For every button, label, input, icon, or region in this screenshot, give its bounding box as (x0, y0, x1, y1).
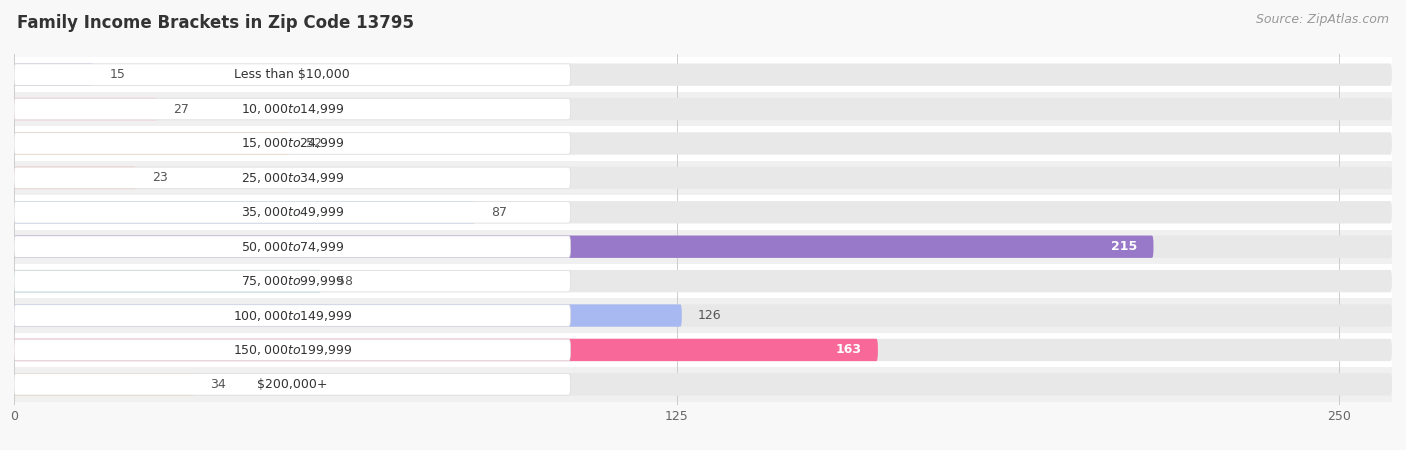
Text: 87: 87 (491, 206, 508, 219)
FancyBboxPatch shape (14, 167, 571, 189)
Text: 15: 15 (110, 68, 125, 81)
Text: 126: 126 (697, 309, 721, 322)
FancyBboxPatch shape (14, 374, 571, 395)
FancyBboxPatch shape (14, 133, 571, 154)
Text: $50,000 to $74,999: $50,000 to $74,999 (240, 240, 344, 254)
FancyBboxPatch shape (14, 63, 1392, 86)
FancyBboxPatch shape (14, 92, 1392, 126)
FancyBboxPatch shape (14, 201, 475, 224)
FancyBboxPatch shape (14, 339, 1392, 361)
Text: $10,000 to $14,999: $10,000 to $14,999 (240, 102, 344, 116)
Text: $200,000+: $200,000+ (257, 378, 328, 391)
FancyBboxPatch shape (14, 270, 571, 292)
Text: 58: 58 (337, 274, 353, 288)
FancyBboxPatch shape (14, 235, 1153, 258)
FancyBboxPatch shape (14, 132, 1392, 155)
FancyBboxPatch shape (14, 166, 136, 189)
FancyBboxPatch shape (14, 305, 571, 326)
FancyBboxPatch shape (14, 63, 94, 86)
FancyBboxPatch shape (14, 201, 1392, 224)
FancyBboxPatch shape (14, 98, 571, 120)
FancyBboxPatch shape (14, 195, 1392, 230)
FancyBboxPatch shape (14, 304, 682, 327)
Text: $75,000 to $99,999: $75,000 to $99,999 (240, 274, 344, 288)
FancyBboxPatch shape (14, 339, 877, 361)
Text: Source: ZipAtlas.com: Source: ZipAtlas.com (1256, 14, 1389, 27)
FancyBboxPatch shape (14, 367, 1392, 401)
Text: Family Income Brackets in Zip Code 13795: Family Income Brackets in Zip Code 13795 (17, 14, 413, 32)
FancyBboxPatch shape (14, 339, 571, 361)
FancyBboxPatch shape (14, 64, 571, 86)
FancyBboxPatch shape (14, 270, 1392, 292)
Text: $100,000 to $149,999: $100,000 to $149,999 (232, 309, 352, 323)
Text: 34: 34 (209, 378, 226, 391)
FancyBboxPatch shape (14, 333, 1392, 367)
FancyBboxPatch shape (14, 98, 1392, 120)
Text: 23: 23 (152, 171, 167, 184)
FancyBboxPatch shape (14, 126, 1392, 161)
FancyBboxPatch shape (14, 235, 1392, 258)
FancyBboxPatch shape (14, 236, 571, 257)
Text: 215: 215 (1111, 240, 1137, 253)
FancyBboxPatch shape (14, 373, 194, 396)
Text: Less than $10,000: Less than $10,000 (235, 68, 350, 81)
FancyBboxPatch shape (14, 298, 1392, 333)
Text: $15,000 to $24,999: $15,000 to $24,999 (240, 136, 344, 150)
Text: 52: 52 (305, 137, 322, 150)
FancyBboxPatch shape (14, 202, 571, 223)
FancyBboxPatch shape (14, 304, 1392, 327)
Text: $150,000 to $199,999: $150,000 to $199,999 (232, 343, 352, 357)
Text: 163: 163 (837, 343, 862, 356)
FancyBboxPatch shape (14, 230, 1392, 264)
FancyBboxPatch shape (14, 161, 1392, 195)
Text: $35,000 to $49,999: $35,000 to $49,999 (240, 205, 344, 219)
FancyBboxPatch shape (14, 264, 1392, 298)
FancyBboxPatch shape (14, 98, 157, 120)
FancyBboxPatch shape (14, 270, 322, 292)
FancyBboxPatch shape (14, 132, 290, 155)
FancyBboxPatch shape (14, 58, 1392, 92)
FancyBboxPatch shape (14, 166, 1392, 189)
Text: 27: 27 (173, 103, 188, 116)
Text: $25,000 to $34,999: $25,000 to $34,999 (240, 171, 344, 185)
FancyBboxPatch shape (14, 373, 1392, 396)
